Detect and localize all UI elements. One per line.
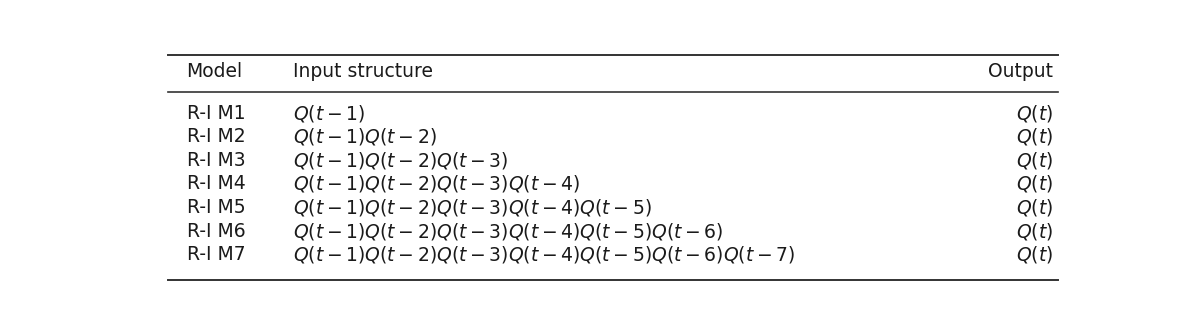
Text: R-I M7: R-I M7 <box>187 245 245 264</box>
Text: $Q(t)$: $Q(t)$ <box>1017 197 1054 218</box>
Text: $Q(t-1)Q(t-2)Q(t-3)Q(t-4)Q(t-5)Q(t-6)Q(t-7)$: $Q(t-1)Q(t-2)Q(t-3)Q(t-4)Q(t-5)Q(t-6)Q(t… <box>293 244 795 265</box>
Text: $Q(t-1)Q(t-2)Q(t-3)Q(t-4)Q(t-5)Q(t-6)$: $Q(t-1)Q(t-2)Q(t-3)Q(t-4)Q(t-5)Q(t-6)$ <box>293 221 724 242</box>
Text: R-I M2: R-I M2 <box>187 127 245 146</box>
Text: R-I M4: R-I M4 <box>187 174 245 193</box>
Text: Output: Output <box>988 62 1054 81</box>
Text: R-I M5: R-I M5 <box>187 198 245 217</box>
Text: $Q(t)$: $Q(t)$ <box>1017 173 1054 194</box>
Text: $Q(t-1)$: $Q(t-1)$ <box>293 103 365 124</box>
Text: $Q(t)$: $Q(t)$ <box>1017 126 1054 147</box>
Text: $Q(t-1)Q(t-2)Q(t-3)Q(t-4)$: $Q(t-1)Q(t-2)Q(t-3)Q(t-4)$ <box>293 173 580 194</box>
Text: $Q(t)$: $Q(t)$ <box>1017 150 1054 171</box>
Text: R-I M3: R-I M3 <box>187 151 245 170</box>
Text: R-I M1: R-I M1 <box>187 104 245 123</box>
Text: $Q(t-1)Q(t-2)Q(t-3)Q(t-4)Q(t-5)$: $Q(t-1)Q(t-2)Q(t-3)Q(t-4)Q(t-5)$ <box>293 197 652 218</box>
Text: Input structure: Input structure <box>293 62 433 81</box>
Text: Model: Model <box>187 62 243 81</box>
Text: $Q(t-1)Q(t-2)$: $Q(t-1)Q(t-2)$ <box>293 126 437 147</box>
Text: $Q(t-1)Q(t-2)Q(t-3)$: $Q(t-1)Q(t-2)Q(t-3)$ <box>293 150 508 171</box>
Text: $Q(t)$: $Q(t)$ <box>1017 221 1054 242</box>
Text: R-I M6: R-I M6 <box>187 222 245 241</box>
Text: $Q(t)$: $Q(t)$ <box>1017 103 1054 124</box>
Text: $Q(t)$: $Q(t)$ <box>1017 244 1054 265</box>
